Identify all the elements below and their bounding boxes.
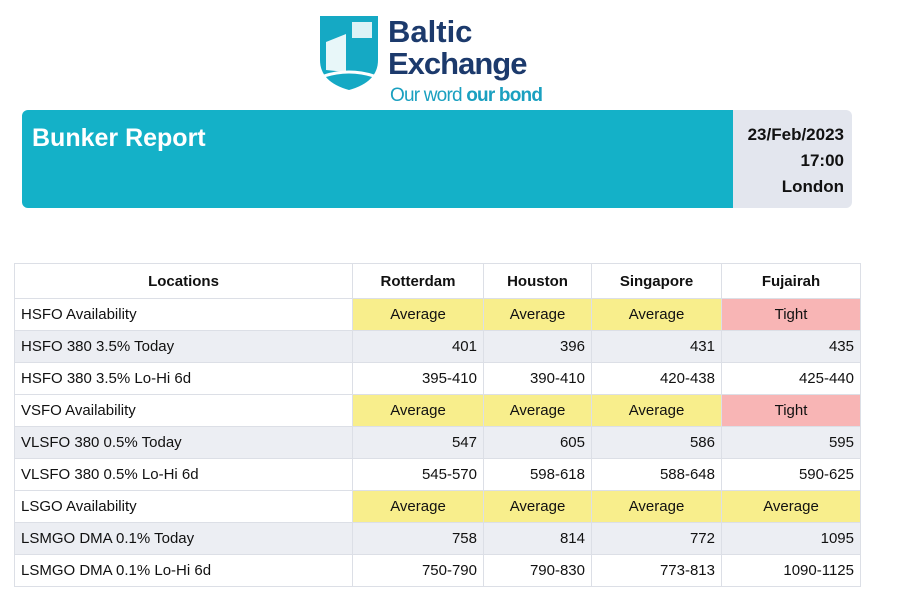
column-header: Rotterdam bbox=[352, 263, 484, 299]
cell: 605 bbox=[483, 426, 592, 459]
logo-sail bbox=[326, 34, 346, 72]
cell: Average bbox=[352, 490, 484, 523]
cell: 547 bbox=[352, 426, 484, 459]
row-label: HSFO Availability bbox=[14, 298, 353, 331]
cell: 396 bbox=[483, 330, 592, 363]
report-place: London bbox=[781, 177, 844, 196]
cell: Average bbox=[352, 298, 484, 331]
table-row: LSGO Availability Average Average Average Av… bbox=[14, 490, 861, 523]
tagline-b: our bond bbox=[466, 85, 542, 106]
cell: 814 bbox=[483, 522, 592, 555]
logo-tagline: Our word our bond bbox=[390, 85, 542, 106]
table-row: HSFO 380 3.5% Lo-Hi 6d 395-410 390-410 420-… bbox=[14, 362, 861, 395]
cell: Tight bbox=[721, 298, 861, 331]
cell: 750-790 bbox=[352, 554, 484, 587]
cell: 425-440 bbox=[721, 362, 861, 395]
cell: Average bbox=[591, 394, 722, 427]
table-row: LSMGO DMA 0.1% Today 758 814 772 1095 bbox=[14, 522, 861, 555]
column-header: Locations bbox=[14, 263, 353, 299]
cell: Average bbox=[483, 298, 592, 331]
report-time: 17:00 bbox=[800, 151, 844, 170]
table-row: LSMGO DMA 0.1% Lo-Hi 6d 750-790 790-830 773… bbox=[14, 554, 861, 587]
cell: 545-570 bbox=[352, 458, 484, 491]
logo: Baltic Exchange Our word our bond bbox=[320, 14, 543, 106]
row-label: VLSFO 380 0.5% Lo-Hi 6d bbox=[14, 458, 353, 491]
column-header: Fujairah bbox=[721, 263, 861, 299]
row-label: VLSFO 380 0.5% Today bbox=[14, 426, 353, 459]
row-label: HSFO 380 3.5% Lo-Hi 6d bbox=[14, 362, 353, 395]
cell: Average bbox=[591, 298, 722, 331]
logo-wave bbox=[323, 70, 375, 78]
row-label: HSFO 380 3.5% Today bbox=[14, 330, 353, 363]
cell: 772 bbox=[591, 522, 722, 555]
column-header: Singapore bbox=[591, 263, 722, 299]
cell: 435 bbox=[721, 330, 861, 363]
cell: 401 bbox=[352, 330, 484, 363]
cell: 790-830 bbox=[483, 554, 592, 587]
cell: 773-813 bbox=[591, 554, 722, 587]
cell: 586 bbox=[591, 426, 722, 459]
tagline-a: Our word bbox=[390, 85, 462, 106]
logo-line1: Baltic bbox=[388, 14, 472, 49]
cell: 595 bbox=[721, 426, 861, 459]
cell: 598-618 bbox=[483, 458, 592, 491]
cell: 1090-1125 bbox=[721, 554, 861, 587]
logo-flag bbox=[352, 22, 372, 38]
report-date: 23/Feb/2023 bbox=[747, 125, 844, 144]
table-row: HSFO 380 3.5% Today 401 396 431 435 bbox=[14, 330, 861, 363]
cell: Average bbox=[483, 490, 592, 523]
cell: Average bbox=[352, 394, 484, 427]
banner: Bunker Report 23/Feb/2023 17:00 London bbox=[22, 110, 852, 208]
table-row: VLSFO 380 0.5% Today 547 605 586 595 bbox=[14, 426, 861, 459]
cell: Average bbox=[483, 394, 592, 427]
report-title: Bunker Report bbox=[22, 110, 733, 208]
table-row: VSFO Availability Average Average Average Ti… bbox=[14, 394, 861, 427]
row-label: LSGO Availability bbox=[14, 490, 353, 523]
banner-info: 23/Feb/2023 17:00 London bbox=[733, 110, 852, 208]
cell: 420-438 bbox=[591, 362, 722, 395]
row-label: LSMGO DMA 0.1% Lo-Hi 6d bbox=[14, 554, 353, 587]
cell: 1095 bbox=[721, 522, 861, 555]
cell: 431 bbox=[591, 330, 722, 363]
table-row: HSFO Availability Average Average Average Ti… bbox=[14, 298, 861, 331]
cell: 390-410 bbox=[483, 362, 592, 395]
cell: Average bbox=[591, 490, 722, 523]
column-header: Houston bbox=[483, 263, 592, 299]
row-label: VSFO Availability bbox=[14, 394, 353, 427]
cell: 588-648 bbox=[591, 458, 722, 491]
cell: 590-625 bbox=[721, 458, 861, 491]
table-row: VLSFO 380 0.5% Lo-Hi 6d 545-570 598-618 588… bbox=[14, 458, 861, 491]
cell: 395-410 bbox=[352, 362, 484, 395]
row-label: LSMGO DMA 0.1% Today bbox=[14, 522, 353, 555]
header-row: Locations Rotterdam Houston Singapore Fujair… bbox=[14, 263, 861, 299]
price-table: Locations Rotterdam Houston Singapore Fujair… bbox=[14, 263, 861, 587]
cell: 758 bbox=[352, 522, 484, 555]
cell: Average bbox=[721, 490, 861, 523]
logo-line2: Exchange bbox=[388, 46, 527, 81]
cell: Tight bbox=[721, 394, 861, 427]
